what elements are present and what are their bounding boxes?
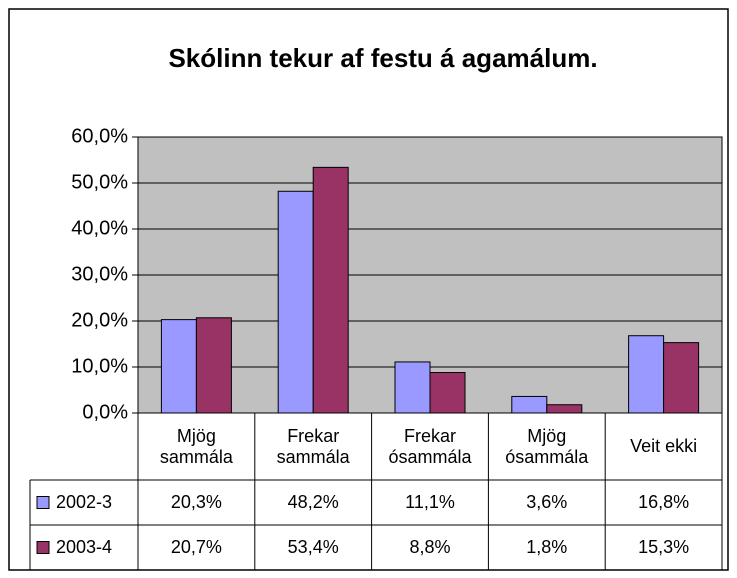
y-tick-label: 40,0%	[71, 217, 128, 239]
table-value: 53,4%	[287, 537, 339, 557]
category-label: Mjög ósammála	[505, 425, 589, 467]
table-value: 3,6%	[526, 492, 568, 512]
bar	[429, 372, 466, 414]
bar	[312, 166, 349, 414]
legend-key	[36, 541, 50, 554]
y-tick-label: 10,0%	[71, 355, 128, 377]
category-label: Veit ekki	[630, 436, 698, 456]
legend-label: 2002-3	[56, 492, 113, 512]
table-value: 20,7%	[170, 537, 222, 557]
y-tick-label: 0,0%	[82, 401, 128, 423]
bar	[195, 317, 232, 414]
table-value: 11,1%	[405, 492, 455, 512]
category-label: Frekar sammála	[276, 425, 350, 467]
table-value: 8,8%	[409, 537, 451, 557]
bar	[511, 395, 548, 414]
category-label: Mjög sammála	[159, 425, 233, 467]
category-label: Frekar ósammála	[388, 425, 472, 467]
chart-title: Skólinn tekur af festu á agamálum.	[168, 43, 597, 73]
bar	[546, 404, 583, 414]
table-value: 15,3%	[638, 537, 690, 557]
bar	[160, 319, 197, 414]
table-value: 16,8%	[638, 492, 690, 512]
y-tick-label: 50,0%	[71, 171, 128, 193]
table-value: 1,8%	[526, 537, 568, 557]
table-value: 20,3%	[170, 492, 222, 512]
bar	[394, 361, 431, 414]
bar	[277, 190, 314, 414]
legend-label: 2003-4	[56, 537, 113, 557]
y-tick-label: 60,0%	[71, 125, 128, 147]
bar	[663, 342, 700, 414]
table-value: 48,2%	[287, 492, 339, 512]
legend-key	[36, 496, 50, 509]
y-tick-label: 20,0%	[71, 309, 128, 331]
y-tick-label: 30,0%	[71, 263, 128, 285]
bar	[628, 335, 665, 414]
